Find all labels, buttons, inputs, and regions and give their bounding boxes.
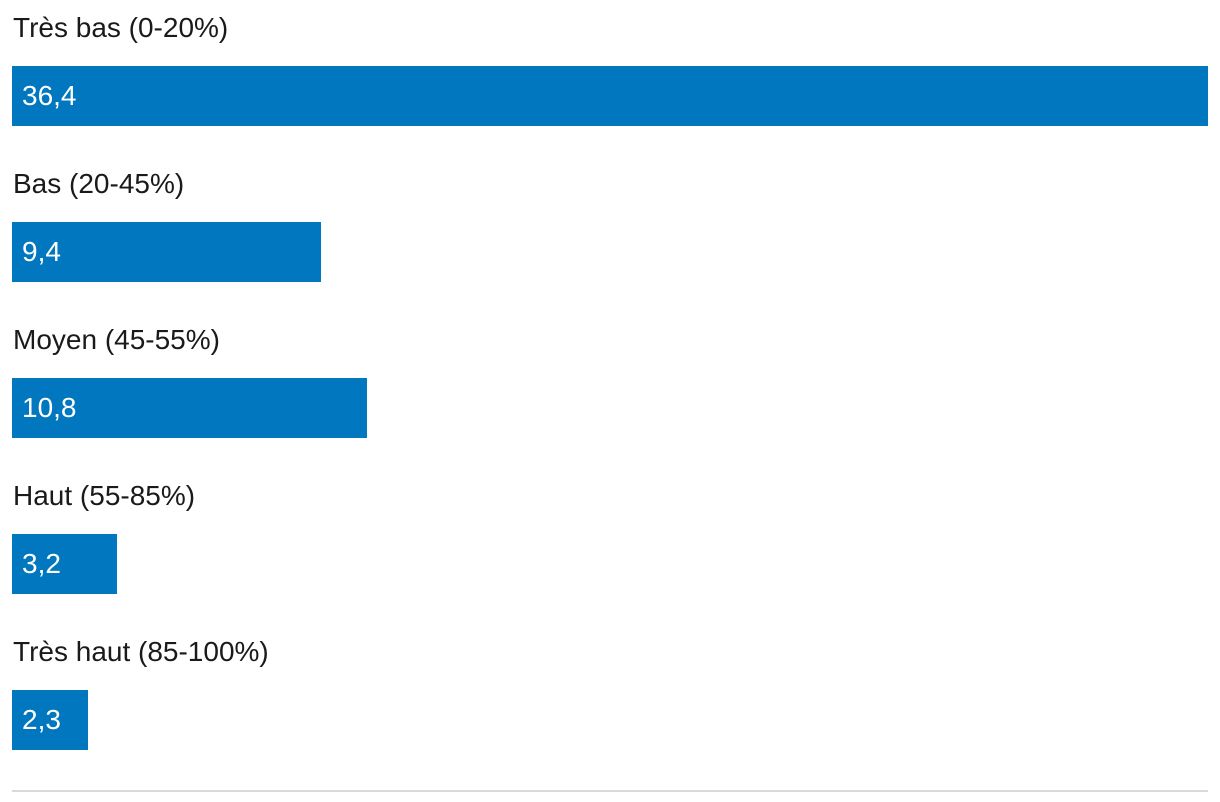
bar [12, 690, 88, 750]
bar-row: Bas (20-45%) 9,4 [12, 156, 1208, 296]
category-label: Très bas (0-20%) [13, 12, 229, 43]
bar-value-label: 36,4 [22, 80, 77, 111]
bar-row: Très bas (0-20%) 36,4 [12, 0, 1208, 140]
bar [12, 222, 321, 282]
category-label: Très haut (85-100%) [13, 636, 269, 667]
category-label: Bas (20-45%) [13, 168, 185, 199]
bar-row: Très haut (85-100%) 2,3 [12, 624, 1208, 764]
bar [12, 534, 117, 594]
bar-value-label: 9,4 [22, 236, 61, 267]
chart-baseline [12, 790, 1208, 792]
bar-value-label: 10,8 [22, 392, 77, 423]
bar-value-label: 2,3 [22, 704, 61, 735]
category-label: Moyen (45-55%) [13, 324, 220, 355]
bar [12, 378, 367, 438]
bar-row: Haut (55-85%) 3,2 [12, 468, 1208, 608]
bar-value-label: 3,2 [22, 548, 61, 579]
bar-row: Moyen (45-55%) 10,8 [12, 312, 1208, 452]
category-label: Haut (55-85%) [13, 480, 196, 511]
bar [12, 66, 1208, 126]
